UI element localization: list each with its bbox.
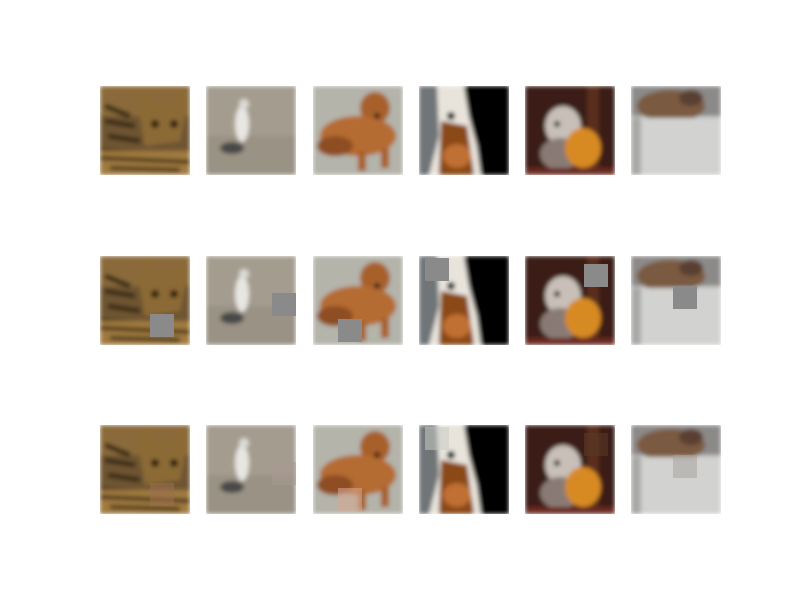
image (100, 425, 190, 514)
image (525, 86, 615, 175)
inpainted-patches (150, 427, 697, 511)
image (100, 86, 190, 175)
image (100, 256, 190, 345)
mask (584, 264, 608, 287)
patch (425, 427, 449, 450)
row-masked (100, 256, 721, 345)
mask (338, 319, 362, 342)
image (313, 86, 403, 175)
mask (673, 286, 697, 309)
patch (338, 488, 362, 511)
mask (272, 293, 296, 316)
patch (272, 462, 296, 485)
patch (584, 433, 608, 456)
row-reconstructed (100, 425, 721, 514)
mask (425, 258, 449, 281)
patch (150, 483, 174, 506)
mask-patches (150, 258, 697, 342)
mask (150, 314, 174, 337)
image (631, 86, 721, 175)
image (419, 86, 509, 175)
patch (673, 455, 697, 478)
image (206, 86, 296, 175)
row-original (100, 86, 721, 175)
